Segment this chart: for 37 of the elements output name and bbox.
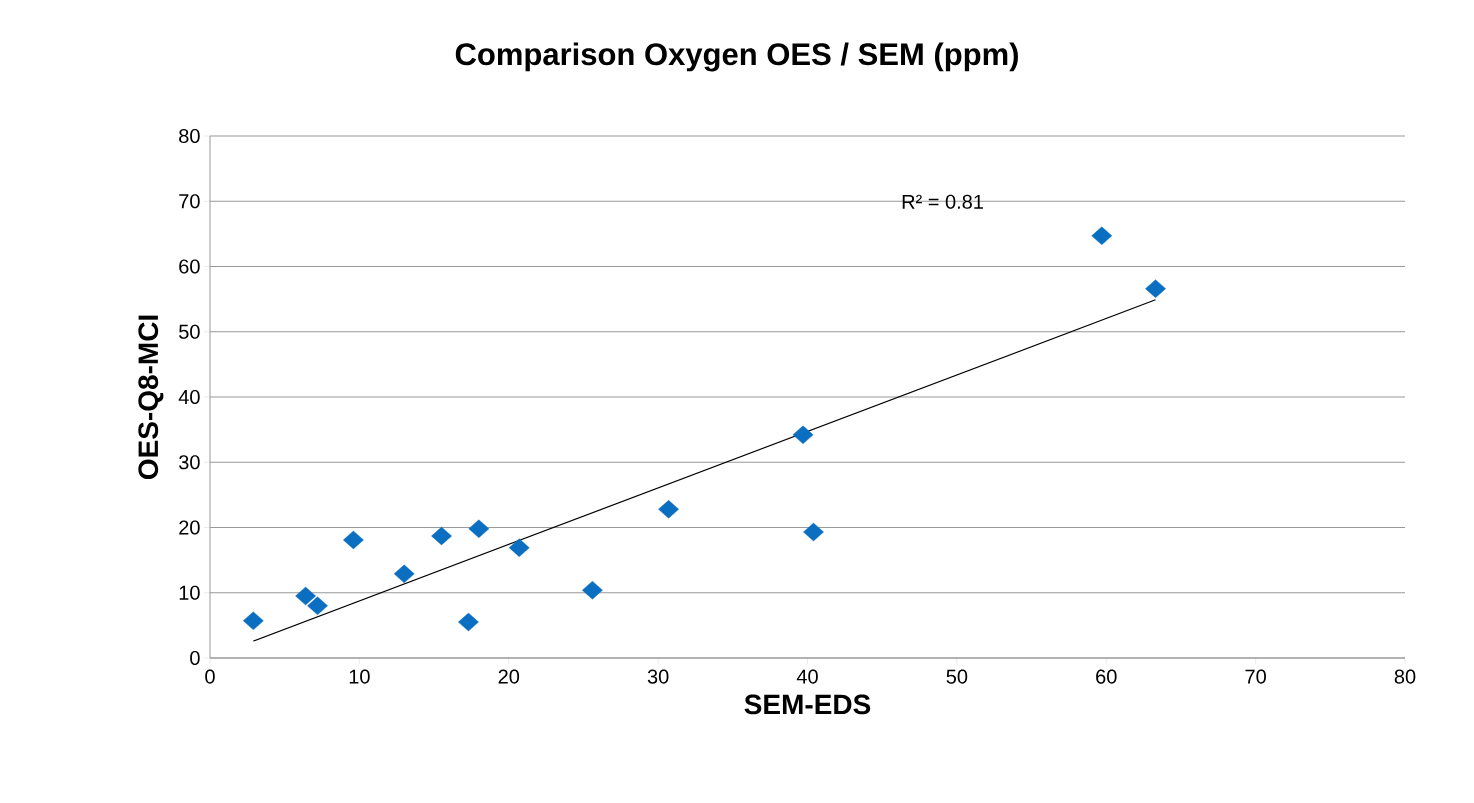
point (343, 530, 364, 550)
x-tick-label: 10 (349, 669, 370, 684)
x-tick-label: 30 (647, 669, 669, 684)
point (1145, 279, 1166, 298)
point (307, 596, 328, 615)
point (508, 538, 530, 557)
point (582, 580, 603, 600)
chart-title: Comparison Oxygen OES / SEM (ppm) (455, 42, 1018, 72)
y-tick-label: 50 (179, 324, 200, 339)
y-tick-label: 10 (179, 585, 200, 600)
x-tick-label: 60 (1096, 669, 1117, 684)
point (458, 612, 479, 632)
y-tick-label: 70 (179, 194, 200, 209)
point (393, 564, 415, 584)
x-tick-label: 80 (1394, 669, 1416, 684)
y-axis-title: OES-Q8-MCI (138, 315, 164, 480)
y-tick-label: 40 (178, 389, 200, 405)
y-tick-label: 80 (179, 128, 200, 144)
x-tick-label: 50 (946, 669, 968, 684)
point (1091, 226, 1113, 246)
annotation: R² = 0.81 (902, 194, 983, 209)
point (295, 586, 316, 606)
y-tick-label: 20 (179, 520, 200, 535)
x-tick-label: 40 (796, 669, 818, 684)
x-tick-label: 70 (1245, 669, 1266, 684)
point (431, 526, 452, 546)
x-tick-label: 20 (498, 669, 520, 684)
x-axis-title: SEM-EDS (744, 694, 871, 715)
x-tick-label: 0 (205, 669, 215, 684)
y-tick-label: 30 (179, 455, 200, 470)
y-tick-label: 60 (179, 259, 200, 274)
point (792, 425, 814, 445)
y-tick-label: 0 (190, 650, 200, 666)
point (243, 611, 264, 631)
point (803, 522, 824, 542)
point (468, 519, 490, 538)
point (658, 500, 679, 519)
